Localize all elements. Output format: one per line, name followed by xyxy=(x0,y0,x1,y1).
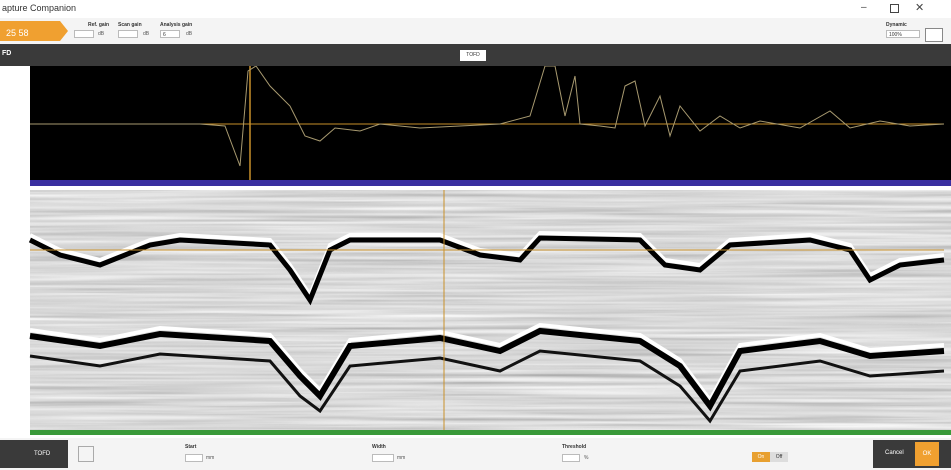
view-header: FD TOFD xyxy=(0,44,951,66)
unit: dB xyxy=(98,31,104,37)
scan-gain-input[interactable] xyxy=(118,30,138,38)
mode-button[interactable]: TOFD xyxy=(0,440,68,468)
off-toggle[interactable]: Off xyxy=(770,452,788,462)
timer: 25 58 xyxy=(6,28,29,38)
cursor-tool[interactable] xyxy=(925,28,943,42)
bottom-bar: TOFD Start mm Width mm Threshold % On Of… xyxy=(0,438,951,470)
title-bar: apture Companion – ✕ xyxy=(0,0,951,18)
dynamic-label: Dynamic xyxy=(886,22,907,28)
ref-gain-label: Ref. gain xyxy=(88,22,109,28)
view-tab[interactable]: TOFD xyxy=(460,50,486,61)
start-input[interactable] xyxy=(185,454,203,462)
threshold-input[interactable] xyxy=(562,454,580,462)
on-toggle[interactable]: On xyxy=(752,452,770,462)
ref-gain-input[interactable] xyxy=(74,30,94,38)
start-unit: mm xyxy=(206,455,214,461)
unit: dB xyxy=(143,31,149,37)
analysis-gain-input[interactable]: 6 xyxy=(160,30,180,38)
window-title: apture Companion xyxy=(2,3,76,13)
b-scan xyxy=(30,190,951,430)
settings-button[interactable] xyxy=(78,446,94,462)
timer-badge: 25 58 xyxy=(0,21,70,41)
threshold-unit: % xyxy=(584,455,588,461)
analysis-gain-label: Analysis gain xyxy=(160,22,192,28)
start-label: Start xyxy=(185,444,196,450)
unit: dB xyxy=(186,31,192,37)
action-area: Cancel OK xyxy=(873,440,951,468)
scan-gain-label: Scan gain xyxy=(118,22,142,28)
width-unit: mm xyxy=(397,455,405,461)
app-window: apture Companion – ✕ 25 58 Ref. gain dB … xyxy=(0,0,951,470)
cancel-button[interactable]: Cancel xyxy=(885,450,904,456)
a-scan xyxy=(30,66,951,180)
close-button[interactable]: ✕ xyxy=(915,1,924,14)
maximize-button[interactable] xyxy=(890,4,899,13)
minimize-button[interactable]: – xyxy=(861,2,867,13)
view-label: FD xyxy=(2,50,11,57)
threshold-label: Threshold xyxy=(562,444,586,450)
width-input[interactable] xyxy=(372,454,394,462)
toolbar: 25 58 Ref. gain dB Scan gain dB Analysis… xyxy=(0,18,951,44)
ok-button[interactable]: OK xyxy=(915,442,939,466)
scan-display xyxy=(0,66,951,438)
width-label: Width xyxy=(372,444,386,450)
dynamic-select[interactable]: 100% xyxy=(886,30,920,38)
b-scan-scrollbar[interactable] xyxy=(30,430,951,435)
a-scan-scrollbar[interactable] xyxy=(30,180,951,186)
